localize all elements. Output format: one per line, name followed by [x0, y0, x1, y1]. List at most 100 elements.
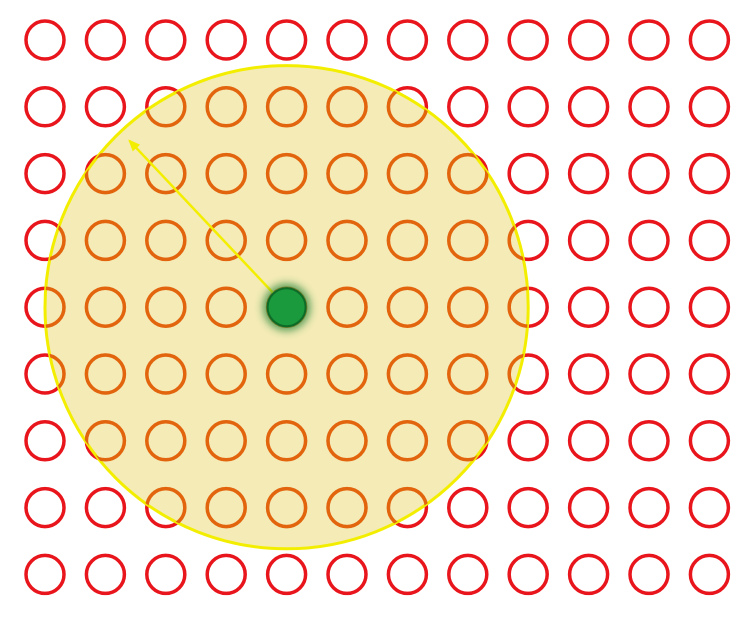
- grid-node: [628, 553, 670, 596]
- grid-node: [205, 553, 247, 596]
- grid-node: [688, 219, 731, 262]
- grid-node: [567, 86, 610, 128]
- grid-node-in-neighborhood: [84, 420, 127, 462]
- grid-node-in-neighborhood: [326, 219, 368, 262]
- grid-node: [688, 152, 731, 195]
- grid-node: [688, 353, 731, 395]
- grid-node: [84, 19, 127, 61]
- grid-node: [507, 19, 549, 61]
- radius-arrow: [128, 139, 288, 309]
- grid-node: [84, 553, 127, 596]
- grid-node: [688, 420, 731, 462]
- grid-node: [688, 19, 731, 61]
- grid-node-in-neighborhood: [265, 486, 308, 529]
- grid-node-in-neighborhood: [84, 152, 127, 195]
- grid-node: [265, 553, 308, 596]
- grid-node: [24, 152, 66, 195]
- grid-node: [628, 19, 670, 61]
- grid-node-in-neighborhood: [326, 353, 368, 395]
- grid-node-in-neighborhood: [45, 219, 66, 262]
- grid-node: [24, 86, 66, 128]
- grid-node-in-neighborhood: [326, 420, 368, 462]
- grid-node-in-neighborhood: [145, 286, 187, 328]
- grid-node-in-neighborhood: [447, 152, 489, 195]
- grid-node: [447, 19, 489, 61]
- center-node: [266, 287, 307, 328]
- grid-node: [507, 486, 549, 529]
- grid-node-in-neighborhood: [326, 152, 368, 195]
- grid-node-in-neighborhood: [205, 86, 247, 128]
- grid-node-in-neighborhood: [145, 152, 187, 195]
- grid-node: [567, 420, 610, 462]
- grid-node: [567, 553, 610, 596]
- grid-node-in-neighborhood: [45, 286, 66, 328]
- grid-node: [145, 553, 187, 596]
- grid-node-in-neighborhood: [84, 219, 127, 262]
- grid-node-in-neighborhood: [326, 86, 368, 128]
- grid-node: [628, 353, 670, 395]
- grid-node-in-neighborhood: [145, 420, 187, 462]
- grid-node: [507, 553, 549, 596]
- grid-node: [447, 86, 489, 128]
- grid-node: [628, 420, 670, 462]
- grid-node-in-neighborhood: [84, 353, 127, 395]
- grid-node-in-neighborhood: [205, 420, 247, 462]
- grid-node-in-neighborhood: [265, 86, 308, 128]
- grid-node-in-neighborhood: [386, 152, 429, 195]
- grid-node: [628, 486, 670, 529]
- grid-node-in-neighborhood: [507, 219, 529, 262]
- grid-node: [688, 486, 731, 529]
- grid-node-in-neighborhood: [507, 353, 529, 395]
- grid-node: [567, 19, 610, 61]
- grid-node: [386, 553, 429, 596]
- grid-node: [688, 553, 731, 596]
- grid-node-in-neighborhood: [386, 219, 429, 262]
- grid-node-in-neighborhood: [326, 486, 368, 529]
- grid-node: [567, 486, 610, 529]
- grid-node: [507, 152, 549, 195]
- grid-node: [326, 553, 368, 596]
- grid-node: [567, 353, 610, 395]
- grid-node: [386, 19, 429, 61]
- grid-node: [567, 286, 610, 328]
- grid-node-in-neighborhood: [205, 353, 247, 395]
- grid-node: [628, 152, 670, 195]
- grid-node: [24, 19, 66, 61]
- grid-node-in-neighborhood: [145, 353, 187, 395]
- grid-node-in-neighborhood: [45, 353, 66, 395]
- grid-node-in-neighborhood: [507, 286, 529, 328]
- grid-node-in-neighborhood: [447, 420, 489, 462]
- grid-node-in-neighborhood: [145, 219, 187, 262]
- grid-node-in-neighborhood: [447, 286, 489, 328]
- grid-node: [84, 486, 127, 529]
- grid-node: [84, 86, 127, 128]
- grid-node: [507, 86, 549, 128]
- grid-node: [507, 420, 549, 462]
- grid-node: [628, 286, 670, 328]
- grid-node: [24, 420, 66, 462]
- grid-node-in-neighborhood: [84, 286, 127, 328]
- grid-node-in-neighborhood: [265, 420, 308, 462]
- grid-node: [447, 553, 489, 596]
- grid-node-in-neighborhood: [205, 486, 247, 529]
- grid-node: [567, 219, 610, 262]
- grid-node: [447, 486, 489, 529]
- grid-node: [628, 219, 670, 262]
- grid-node-in-neighborhood: [386, 353, 429, 395]
- grid-node-in-neighborhood: [447, 353, 489, 395]
- grid-node: [205, 19, 247, 61]
- grid-node-in-neighborhood: [326, 286, 368, 328]
- grid-node: [688, 286, 731, 328]
- grid-node-in-neighborhood: [447, 219, 489, 262]
- grid-node-in-neighborhood: [205, 219, 247, 262]
- grid-node: [326, 19, 368, 61]
- grid-node-in-neighborhood: [205, 152, 247, 195]
- grid-node: [145, 19, 187, 61]
- grid-node-in-neighborhood: [265, 353, 308, 395]
- grid-node-in-neighborhood: [205, 286, 247, 328]
- grid-node: [24, 553, 66, 596]
- grid-node: [24, 486, 66, 529]
- grid-node-in-neighborhood: [386, 286, 429, 328]
- grid-node-in-neighborhood: [386, 420, 429, 462]
